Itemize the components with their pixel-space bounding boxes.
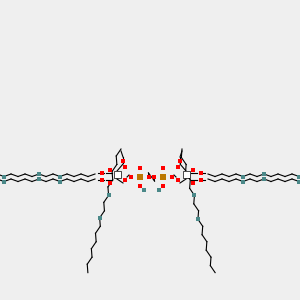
- Bar: [121, 159, 125, 163]
- Bar: [37, 172, 41, 176]
- Bar: [129, 175, 133, 179]
- Bar: [176, 165, 180, 169]
- Bar: [199, 178, 203, 182]
- Bar: [138, 184, 142, 188]
- Bar: [2, 179, 6, 184]
- Bar: [199, 171, 203, 175]
- Bar: [108, 181, 112, 185]
- Bar: [161, 184, 165, 188]
- Bar: [123, 178, 127, 182]
- Bar: [137, 174, 143, 180]
- Bar: [100, 178, 104, 182]
- Bar: [297, 179, 300, 184]
- Bar: [297, 175, 300, 178]
- Bar: [113, 170, 121, 178]
- Bar: [2, 175, 6, 178]
- Bar: [58, 175, 62, 178]
- Bar: [176, 178, 180, 182]
- Bar: [192, 194, 197, 197]
- Bar: [98, 216, 102, 220]
- Bar: [262, 177, 266, 181]
- Bar: [160, 174, 166, 180]
- Bar: [37, 177, 41, 181]
- Bar: [157, 188, 161, 192]
- Bar: [100, 171, 104, 175]
- Bar: [262, 172, 266, 176]
- Bar: [152, 175, 156, 179]
- Bar: [182, 170, 190, 178]
- Bar: [106, 194, 111, 197]
- Bar: [241, 175, 245, 178]
- Bar: [147, 175, 151, 179]
- Bar: [142, 188, 146, 192]
- Bar: [123, 165, 127, 169]
- Bar: [161, 166, 165, 170]
- Bar: [182, 170, 190, 178]
- Bar: [178, 159, 182, 163]
- Bar: [170, 175, 174, 179]
- Bar: [191, 181, 195, 185]
- Bar: [191, 168, 195, 172]
- Bar: [196, 217, 200, 221]
- Bar: [241, 179, 245, 184]
- Bar: [58, 179, 62, 184]
- Bar: [138, 166, 142, 170]
- Bar: [108, 168, 112, 172]
- Bar: [113, 170, 121, 178]
